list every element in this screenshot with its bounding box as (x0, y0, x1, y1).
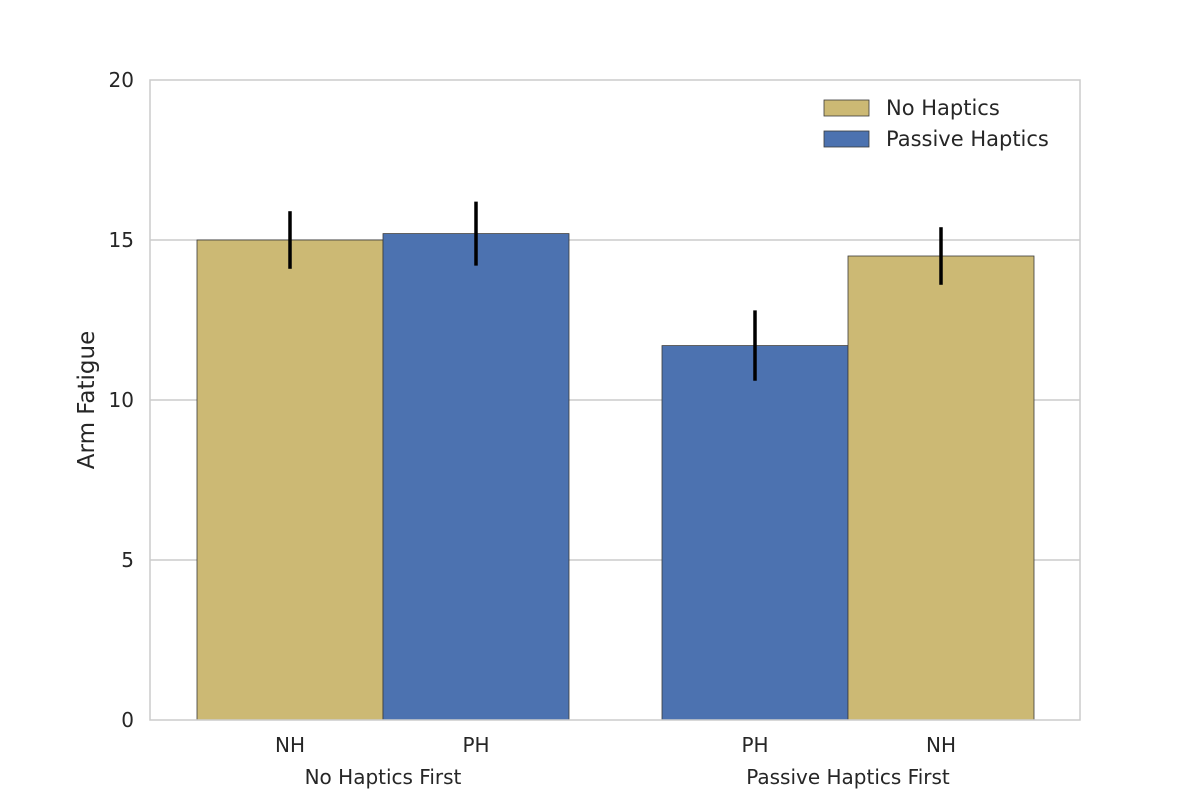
bar-ph-1 (382, 233, 570, 721)
bar-ph-2 (661, 345, 849, 721)
plot-frame (149, 79, 1081, 721)
y-tick-labels: 0 5 10 15 20 (109, 68, 134, 732)
bar-nh-1 (196, 239, 384, 721)
y-tick-label: 10 (109, 388, 134, 412)
y-tick-label: 0 (121, 708, 134, 732)
x-tick-label: PH (462, 733, 489, 757)
legend-swatch (823, 99, 870, 117)
error-bars (288, 201, 943, 381)
x-tick-label: PH (741, 733, 768, 757)
x-tick-label: NH (275, 733, 305, 757)
legend: No Haptics Passive Haptics (823, 96, 1049, 151)
y-tick-label: 20 (109, 68, 134, 92)
bar-nh-2 (847, 255, 1035, 721)
legend-swatch (823, 130, 870, 148)
group-label: No Haptics First (305, 765, 462, 789)
y-tick-label: 15 (109, 228, 134, 252)
x-tick-label: NH (926, 733, 956, 757)
legend-label: No Haptics (886, 96, 1000, 120)
y-tick-label: 5 (121, 548, 134, 572)
group-label: Passive Haptics First (746, 765, 950, 789)
legend-label: Passive Haptics (886, 127, 1049, 151)
y-axis-title: Arm Fatigue (74, 331, 100, 469)
